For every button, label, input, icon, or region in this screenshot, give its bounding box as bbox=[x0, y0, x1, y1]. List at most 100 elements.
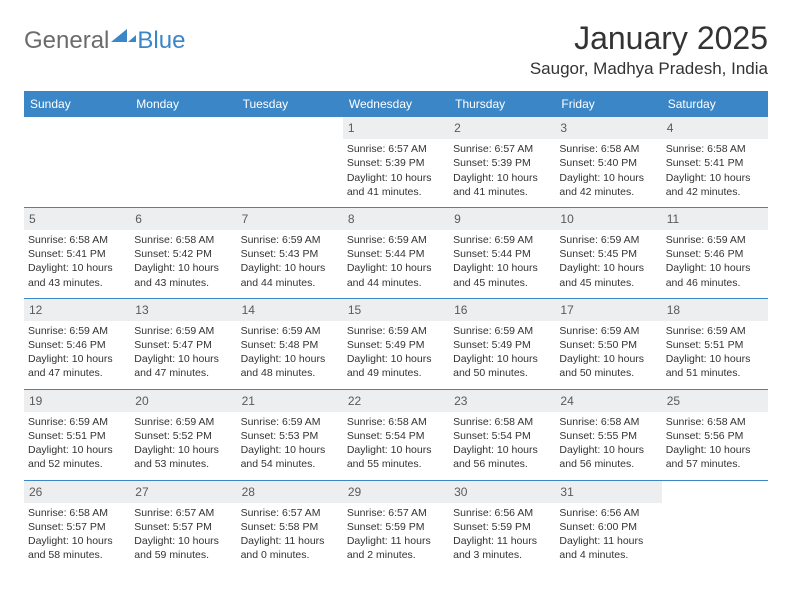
sunset-line: Sunset: 5:42 PM bbox=[134, 247, 232, 261]
day-cell: 5Sunrise: 6:58 AMSunset: 5:41 PMDaylight… bbox=[24, 208, 130, 298]
day-number: 25 bbox=[662, 390, 768, 412]
sunrise-line: Sunrise: 6:58 AM bbox=[28, 506, 126, 520]
day-number: 4 bbox=[662, 117, 768, 139]
daylight-line: Daylight: 11 hours and 4 minutes. bbox=[559, 534, 657, 562]
sunrise-line: Sunrise: 6:56 AM bbox=[559, 506, 657, 520]
daylight-line: Daylight: 10 hours and 44 minutes. bbox=[241, 261, 339, 289]
daylight-line: Daylight: 10 hours and 55 minutes. bbox=[347, 443, 445, 471]
sunset-line: Sunset: 5:43 PM bbox=[241, 247, 339, 261]
sunrise-line: Sunrise: 6:57 AM bbox=[453, 142, 551, 156]
month-title: January 2025 bbox=[530, 20, 768, 57]
day-header: Sunday bbox=[24, 91, 130, 117]
sunrise-line: Sunrise: 6:59 AM bbox=[241, 415, 339, 429]
daylight-line: Daylight: 10 hours and 51 minutes. bbox=[666, 352, 764, 380]
sunrise-line: Sunrise: 6:57 AM bbox=[347, 506, 445, 520]
week-row: 26 Sunrise: 6:58 AMSunset: 5:57 PM Dayligh… bbox=[24, 481, 768, 571]
day-header: Tuesday bbox=[237, 91, 343, 117]
day-number: 11 bbox=[662, 208, 768, 230]
week-row: 19Sunrise: 6:59 AMSunset: 5:51 PMDayligh… bbox=[24, 390, 768, 480]
sunrise-line: Sunrise: 6:59 AM bbox=[347, 324, 445, 338]
sunset-line: Sunset: 5:51 PM bbox=[28, 429, 126, 443]
daylight-line: Daylight: 10 hours and 56 minutes. bbox=[453, 443, 551, 471]
day-cell: 30Sunrise: 6:56 AMSunset: 5:59 PMDayligh… bbox=[449, 481, 555, 571]
location-text: Saugor, Madhya Pradesh, India bbox=[530, 59, 768, 79]
day-cell: 2Sunrise: 6:57 AMSunset: 5:39 PMDaylight… bbox=[449, 117, 555, 207]
sunset-line: Sunset: 5:55 PM bbox=[559, 429, 657, 443]
brand-general: General bbox=[24, 27, 109, 55]
daylight-line: Daylight: 10 hours and 44 minutes. bbox=[347, 261, 445, 289]
day-cell: 16Sunrise: 6:59 AMSunset: 5:49 PMDayligh… bbox=[449, 299, 555, 389]
day-cell: 13Sunrise: 6:59 AMSunset: 5:47 PMDayligh… bbox=[130, 299, 236, 389]
sunset-line: Sunset: 5:54 PM bbox=[347, 429, 445, 443]
day-number: 14 bbox=[237, 299, 343, 321]
day-cell: 11Sunrise: 6:59 AMSunset: 5:46 PMDayligh… bbox=[662, 208, 768, 298]
sunset-line: Sunset: 5:54 PM bbox=[453, 429, 551, 443]
day-number: 18 bbox=[662, 299, 768, 321]
header: General Blue January 2025 Saugor, Madhya… bbox=[24, 20, 768, 79]
day-cell: 28Sunrise: 6:57 AMSunset: 5:58 PMDayligh… bbox=[237, 481, 343, 571]
daylight-line: Daylight: 10 hours and 52 minutes. bbox=[28, 443, 126, 471]
day-number: 8 bbox=[343, 208, 449, 230]
day-number: 20 bbox=[130, 390, 236, 412]
sunrise-line: Sunrise: 6:59 AM bbox=[666, 233, 764, 247]
day-number: 30 bbox=[449, 481, 555, 503]
day-cell: 29Sunrise: 6:57 AMSunset: 5:59 PMDayligh… bbox=[343, 481, 449, 571]
day-number: 9 bbox=[449, 208, 555, 230]
sunset-line: Sunset: 5:57 PM bbox=[28, 520, 126, 534]
daylight-line: Daylight: 10 hours and 59 minutes. bbox=[134, 534, 232, 562]
day-number: 2 bbox=[449, 117, 555, 139]
sunrise-line: Sunrise: 6:56 AM bbox=[453, 506, 551, 520]
daylight-line: Daylight: 10 hours and 48 minutes. bbox=[241, 352, 339, 380]
day-header: Saturday bbox=[662, 91, 768, 117]
daylight-line: Daylight: 10 hours and 50 minutes. bbox=[453, 352, 551, 380]
day-number: 13 bbox=[130, 299, 236, 321]
daylight-line: Daylight: 10 hours and 57 minutes. bbox=[666, 443, 764, 471]
sunset-line: Sunset: 5:45 PM bbox=[559, 247, 657, 261]
sunrise-line: Sunrise: 6:57 AM bbox=[134, 506, 232, 520]
sunrise-line: Sunrise: 6:59 AM bbox=[28, 415, 126, 429]
day-number: 21 bbox=[237, 390, 343, 412]
sunrise-line: Sunrise: 6:59 AM bbox=[559, 324, 657, 338]
day-number: 6 bbox=[130, 208, 236, 230]
daylight-line: Daylight: 10 hours and 50 minutes. bbox=[559, 352, 657, 380]
daylight-line: Daylight: 11 hours and 2 minutes. bbox=[347, 534, 445, 562]
day-cell: 12Sunrise: 6:59 AMSunset: 5:46 PMDayligh… bbox=[24, 299, 130, 389]
day-number: 10 bbox=[555, 208, 661, 230]
sunrise-line: Sunrise: 6:57 AM bbox=[347, 142, 445, 156]
day-header-row: SundayMondayTuesdayWednesdayThursdayFrid… bbox=[24, 91, 768, 117]
sunset-line: Sunset: 5:41 PM bbox=[28, 247, 126, 261]
sunset-line: Sunset: 5:56 PM bbox=[666, 429, 764, 443]
daylight-line: Daylight: 10 hours and 56 minutes. bbox=[559, 443, 657, 471]
day-cell: 15Sunrise: 6:59 AMSunset: 5:49 PMDayligh… bbox=[343, 299, 449, 389]
sunset-line: Sunset: 5:59 PM bbox=[347, 520, 445, 534]
daylight-line: Daylight: 10 hours and 53 minutes. bbox=[134, 443, 232, 471]
sunset-line: Sunset: 5:58 PM bbox=[241, 520, 339, 534]
sunset-line: Sunset: 5:39 PM bbox=[453, 156, 551, 170]
sunrise-line: Sunrise: 6:58 AM bbox=[666, 415, 764, 429]
sunset-line: Sunset: 5:59 PM bbox=[453, 520, 551, 534]
sunset-line: Sunset: 5:46 PM bbox=[28, 338, 126, 352]
daylight-line: Daylight: 10 hours and 46 minutes. bbox=[666, 261, 764, 289]
day-cell: 17Sunrise: 6:59 AMSunset: 5:50 PMDayligh… bbox=[555, 299, 661, 389]
sunset-line: Sunset: 5:53 PM bbox=[241, 429, 339, 443]
sunrise-line: Sunrise: 6:59 AM bbox=[241, 324, 339, 338]
sunset-line: Sunset: 5:47 PM bbox=[134, 338, 232, 352]
daylight-line: Daylight: 10 hours and 42 minutes. bbox=[559, 171, 657, 199]
empty-cell bbox=[130, 117, 236, 207]
sunrise-line: Sunrise: 6:59 AM bbox=[453, 324, 551, 338]
day-cell: 23Sunrise: 6:58 AMSunset: 5:54 PMDayligh… bbox=[449, 390, 555, 480]
sunrise-line: Sunrise: 6:58 AM bbox=[559, 142, 657, 156]
day-number: 3 bbox=[555, 117, 661, 139]
daylight-line: Daylight: 10 hours and 45 minutes. bbox=[559, 261, 657, 289]
sunrise-line: Sunrise: 6:59 AM bbox=[666, 324, 764, 338]
sunrise-line: Sunrise: 6:58 AM bbox=[28, 233, 126, 247]
day-cell: 26Sunrise: 6:58 AMSunset: 5:57 PMDayligh… bbox=[24, 481, 130, 571]
day-number: 26 bbox=[24, 481, 130, 503]
day-cell: 27Sunrise: 6:57 AMSunset: 5:57 PMDayligh… bbox=[130, 481, 236, 571]
title-block: January 2025 Saugor, Madhya Pradesh, Ind… bbox=[530, 20, 768, 79]
day-cell: 22Sunrise: 6:58 AMSunset: 5:54 PMDayligh… bbox=[343, 390, 449, 480]
sunrise-line: Sunrise: 6:59 AM bbox=[453, 233, 551, 247]
day-cell: 31Sunrise: 6:56 AMSunset: 6:00 PMDayligh… bbox=[555, 481, 661, 571]
day-number: 23 bbox=[449, 390, 555, 412]
day-cell: 25 Sunrise: 6:58 AMSunset: 5:56 PMDayligh… bbox=[662, 390, 768, 480]
